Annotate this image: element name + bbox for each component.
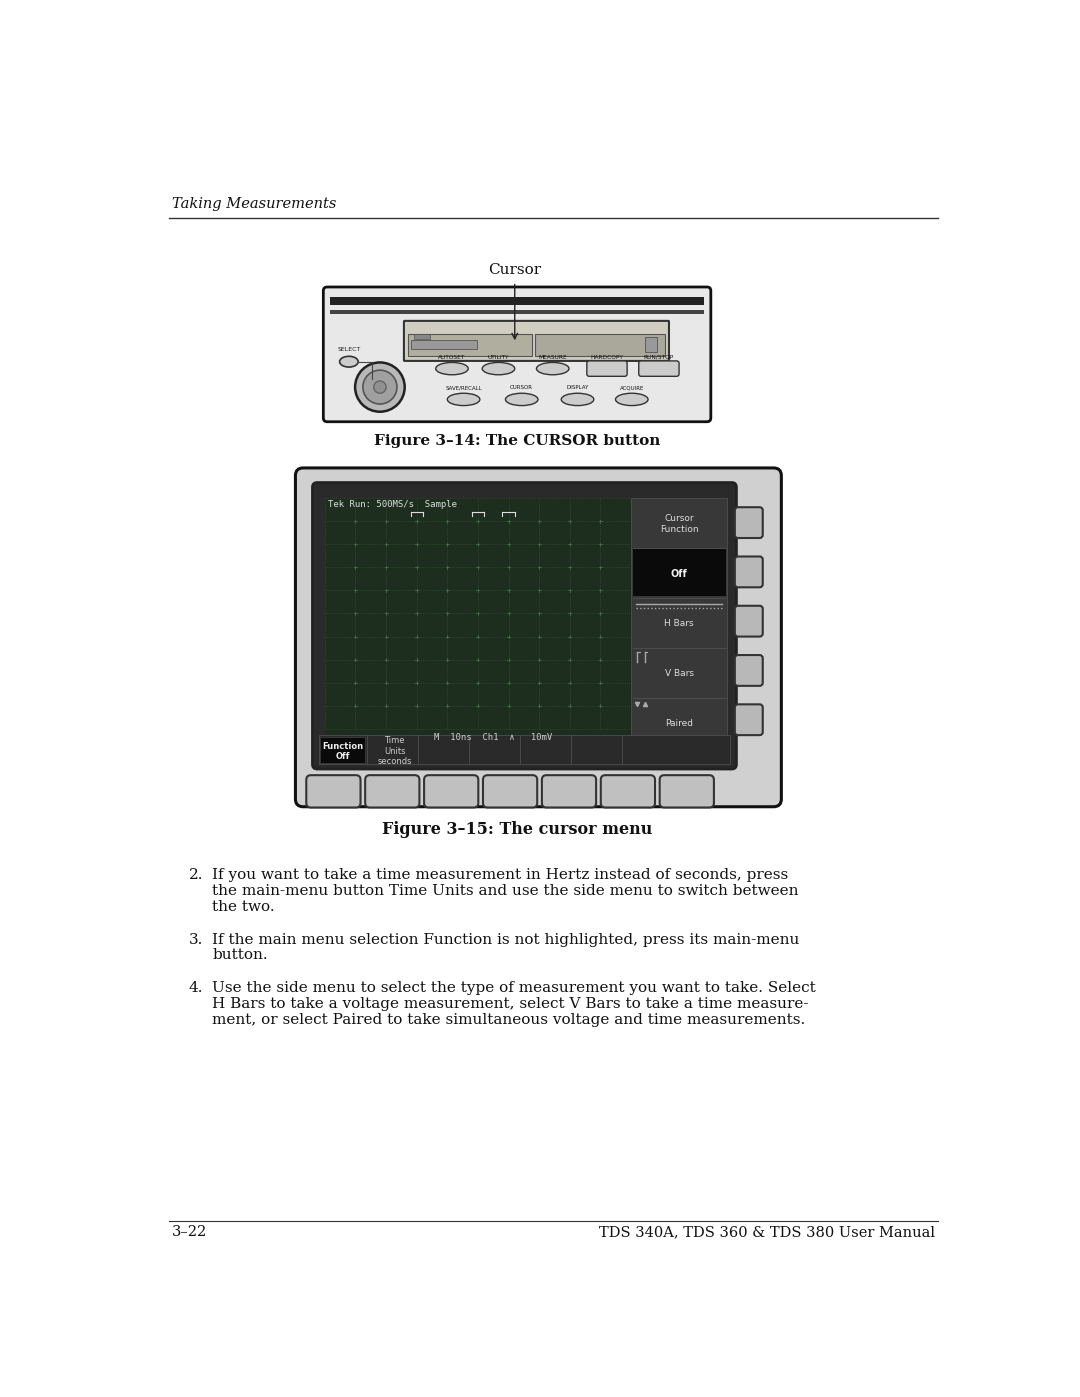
Text: Cursor
Function: Cursor Function — [660, 514, 699, 534]
Text: M  10ns  Ch1  ∧   10mV: M 10ns Ch1 ∧ 10mV — [434, 733, 552, 742]
Text: 3.: 3. — [189, 933, 203, 947]
Text: Time
Units
seconds: Time Units seconds — [377, 736, 411, 766]
Text: 4.: 4. — [189, 981, 203, 995]
Text: H Bars: H Bars — [664, 619, 693, 629]
FancyBboxPatch shape — [638, 360, 679, 376]
Text: 2.: 2. — [189, 869, 203, 883]
Ellipse shape — [562, 393, 594, 405]
Text: UTILITY: UTILITY — [488, 355, 510, 359]
Bar — [633, 549, 726, 597]
Ellipse shape — [435, 362, 469, 374]
Text: MEASURE: MEASURE — [538, 355, 567, 359]
Text: H Bars to take a voltage measurement, select V Bars to take a time measure-: H Bars to take a voltage measurement, se… — [213, 997, 809, 1011]
FancyBboxPatch shape — [734, 606, 762, 637]
Bar — [325, 729, 631, 747]
Text: SAVE/RECALL: SAVE/RECALL — [445, 386, 482, 390]
Ellipse shape — [537, 362, 569, 374]
Ellipse shape — [339, 356, 359, 367]
FancyBboxPatch shape — [483, 775, 537, 807]
Bar — [631, 497, 727, 747]
Bar — [408, 334, 531, 355]
Bar — [330, 298, 704, 305]
Text: the two.: the two. — [213, 900, 275, 914]
Ellipse shape — [482, 362, 515, 374]
FancyBboxPatch shape — [307, 775, 361, 807]
FancyBboxPatch shape — [734, 556, 762, 587]
Text: If you want to take a time measurement in Hertz instead of seconds, press: If you want to take a time measurement i… — [213, 869, 788, 883]
Text: Cursor: Cursor — [488, 263, 541, 277]
FancyBboxPatch shape — [404, 321, 669, 360]
FancyBboxPatch shape — [586, 360, 627, 376]
Text: V Bars: V Bars — [664, 669, 693, 679]
Bar — [414, 334, 430, 338]
Text: Taking Measurements: Taking Measurements — [172, 197, 337, 211]
Text: AUTOSET: AUTOSET — [438, 355, 465, 359]
FancyBboxPatch shape — [312, 482, 737, 768]
Text: Paired: Paired — [665, 719, 693, 728]
Text: ment, or select Paired to take simultaneous voltage and time measurements.: ment, or select Paired to take simultane… — [213, 1013, 806, 1027]
FancyBboxPatch shape — [542, 775, 596, 807]
Bar — [330, 310, 704, 314]
Text: RUN/STOP: RUN/STOP — [644, 355, 674, 359]
Bar — [645, 337, 658, 352]
FancyBboxPatch shape — [734, 655, 762, 686]
Text: SELECT: SELECT — [337, 346, 361, 352]
Circle shape — [355, 362, 405, 412]
Text: the main-menu button Time Units and use the side menu to switch between: the main-menu button Time Units and use … — [213, 884, 799, 898]
Text: HARDCOPY: HARDCOPY — [591, 355, 623, 359]
FancyBboxPatch shape — [365, 775, 419, 807]
Text: Figure 3–15: The cursor menu: Figure 3–15: The cursor menu — [382, 820, 652, 838]
FancyBboxPatch shape — [424, 775, 478, 807]
Text: Use the side menu to select the type of measurement you want to take. Select: Use the side menu to select the type of … — [213, 981, 816, 995]
Text: DISPLAY: DISPLAY — [566, 386, 589, 390]
Ellipse shape — [616, 393, 648, 405]
Text: ACQUIRE: ACQUIRE — [620, 386, 644, 390]
Text: Off: Off — [671, 569, 688, 578]
Text: Figure 3–14: The CURSOR button: Figure 3–14: The CURSOR button — [374, 434, 660, 448]
FancyBboxPatch shape — [600, 775, 656, 807]
Text: 3–22: 3–22 — [172, 1225, 207, 1239]
FancyBboxPatch shape — [734, 704, 762, 735]
Bar — [319, 735, 730, 764]
Text: CURSOR: CURSOR — [510, 386, 534, 390]
FancyBboxPatch shape — [734, 507, 762, 538]
Bar — [325, 497, 631, 729]
Bar — [410, 339, 476, 349]
Text: TDS 340A, TDS 360 & TDS 380 User Manual: TDS 340A, TDS 360 & TDS 380 User Manual — [598, 1225, 935, 1239]
FancyBboxPatch shape — [660, 775, 714, 807]
Text: If the main menu selection Function is not highlighted, press its main-menu: If the main menu selection Function is n… — [213, 933, 800, 947]
Ellipse shape — [505, 393, 538, 405]
Text: Function
Off: Function Off — [322, 742, 363, 761]
FancyBboxPatch shape — [323, 286, 711, 422]
Text: Tek Run: 500MS/s  Sample: Tek Run: 500MS/s Sample — [328, 500, 457, 510]
Circle shape — [363, 370, 397, 404]
Ellipse shape — [447, 393, 480, 405]
FancyBboxPatch shape — [296, 468, 781, 806]
Circle shape — [374, 381, 387, 393]
Bar — [535, 334, 665, 355]
Text: button.: button. — [213, 949, 268, 963]
Bar — [321, 736, 365, 763]
